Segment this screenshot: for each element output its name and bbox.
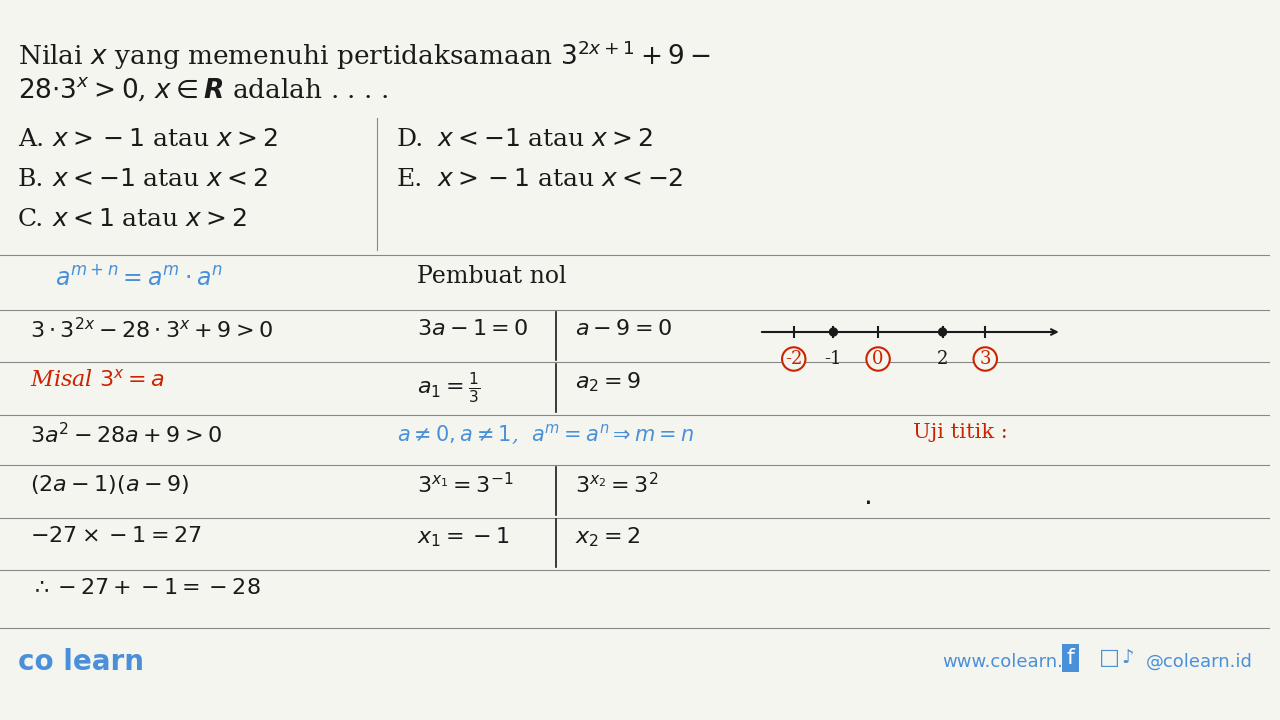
Text: $-27 \times -1 = 27$: $-27 \times -1 = 27$ <box>29 525 201 547</box>
Text: $x > -1$ atau $x > 2$: $x > -1$ atau $x > 2$ <box>51 128 278 151</box>
Text: $x < 1$ atau $x > 2$: $x < 1$ atau $x > 2$ <box>51 208 247 231</box>
Text: ♪: ♪ <box>1121 648 1134 667</box>
Circle shape <box>829 328 837 336</box>
Text: -1: -1 <box>824 350 842 368</box>
Text: $x > -1$ atau $x < -2$: $x > -1$ atau $x < -2$ <box>436 168 684 191</box>
Text: 2: 2 <box>937 350 948 368</box>
Text: E.: E. <box>397 168 424 191</box>
Text: $(2a - 1)(a - 9)$: $(2a - 1)(a - 9)$ <box>29 473 189 496</box>
Text: B.: B. <box>18 168 45 191</box>
Text: @colearn.id: @colearn.id <box>1146 653 1253 671</box>
Text: $x_1 = -1$: $x_1 = -1$ <box>417 525 509 549</box>
Text: Uji titik :: Uji titik : <box>913 423 1007 442</box>
Text: Pembuat nol: Pembuat nol <box>417 265 566 288</box>
Text: $x_2 = 2$: $x_2 = 2$ <box>576 525 641 549</box>
Text: A.: A. <box>18 128 44 151</box>
Text: $3a^2 - 28a + 9 > 0$: $3a^2 - 28a + 9 > 0$ <box>29 423 221 448</box>
Circle shape <box>938 328 946 336</box>
Text: □: □ <box>1100 648 1120 668</box>
Text: $a_2 = 9$: $a_2 = 9$ <box>576 370 641 394</box>
Text: Nilai $x$ yang memenuhi pertidaksamaan $3^{2x+1} + 9 -$: Nilai $x$ yang memenuhi pertidaksamaan $… <box>18 38 710 71</box>
Text: 0: 0 <box>873 350 883 368</box>
Text: -2: -2 <box>785 350 803 368</box>
Text: $a_1 = \frac{1}{3}$: $a_1 = \frac{1}{3}$ <box>417 370 480 405</box>
Text: $x < -1$ atau $x < 2$: $x < -1$ atau $x < 2$ <box>51 168 268 191</box>
Text: C.: C. <box>18 208 44 231</box>
Text: $3a - 1 = 0$: $3a - 1 = 0$ <box>417 318 529 340</box>
Text: $a \neq 0, a \neq 1$,  $a^m = a^n \Rightarrow m = n$: $a \neq 0, a \neq 1$, $a^m = a^n \Righta… <box>397 423 694 447</box>
Text: $3 \cdot 3^{2x} - 28 \cdot 3^x + 9 > 0$: $3 \cdot 3^{2x} - 28 \cdot 3^x + 9 > 0$ <box>29 318 273 343</box>
Text: D.: D. <box>397 128 424 151</box>
Text: $a - 9 = 0$: $a - 9 = 0$ <box>576 318 672 340</box>
Text: Misal $3^x = a$: Misal $3^x = a$ <box>29 370 165 392</box>
Text: $\cdot$: $\cdot$ <box>863 490 872 517</box>
Text: $x < -1$ atau $x > 2$: $x < -1$ atau $x > 2$ <box>436 128 653 151</box>
Text: $3^{x_1} = 3^{-1}$: $3^{x_1} = 3^{-1}$ <box>417 473 513 498</box>
Text: f: f <box>1066 648 1074 668</box>
Text: $3^{x_2} = 3^2$: $3^{x_2} = 3^2$ <box>576 473 659 498</box>
Text: 3: 3 <box>979 350 991 368</box>
Text: $28{\cdot}3^x > 0$, $x \in \boldsymbol{R}$ adalah . . . .: $28{\cdot}3^x > 0$, $x \in \boldsymbol{R… <box>18 75 388 103</box>
Text: co learn: co learn <box>18 648 143 676</box>
Text: $\therefore -27 + -1 = -28$: $\therefore -27 + -1 = -28$ <box>29 577 260 599</box>
Text: $a^{m+n} = a^m \cdot a^n$: $a^{m+n} = a^m \cdot a^n$ <box>55 265 223 290</box>
Text: www.colearn.id: www.colearn.id <box>942 653 1080 671</box>
